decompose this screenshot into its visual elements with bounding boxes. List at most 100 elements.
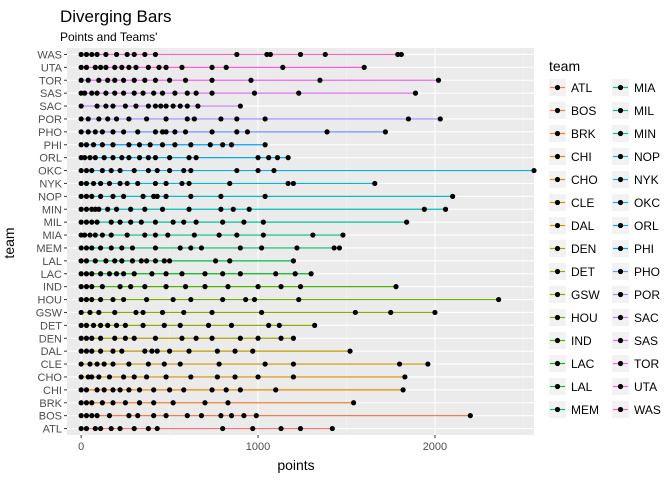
data-point bbox=[94, 219, 100, 225]
data-point bbox=[209, 90, 215, 96]
data-point bbox=[186, 206, 192, 212]
data-point bbox=[388, 309, 394, 316]
data-point bbox=[234, 167, 240, 174]
legend-label: DET bbox=[571, 265, 596, 279]
legend-item-nyk: NYK bbox=[612, 171, 659, 188]
data-point bbox=[336, 245, 343, 251]
data-point bbox=[151, 90, 157, 96]
y-tick-label: CHI bbox=[43, 385, 62, 397]
data-point bbox=[361, 64, 367, 70]
data-point bbox=[193, 219, 199, 225]
data-point bbox=[83, 348, 90, 354]
data-point bbox=[98, 245, 104, 251]
legend-label: PHO bbox=[634, 265, 660, 279]
data-point bbox=[181, 219, 187, 225]
data-point bbox=[186, 348, 192, 354]
data-point bbox=[105, 206, 111, 212]
legend-item-lac: LAC bbox=[549, 355, 595, 372]
y-tick-label: DEN bbox=[39, 333, 62, 345]
legend-item-hou: HOU bbox=[549, 309, 598, 326]
data-point bbox=[78, 284, 84, 290]
x-axis-title: points bbox=[277, 457, 314, 473]
data-point bbox=[87, 155, 93, 161]
data-point bbox=[159, 142, 166, 148]
y-tick-label: LAL bbox=[42, 256, 62, 268]
data-point bbox=[166, 155, 173, 161]
data-point bbox=[227, 180, 233, 187]
data-point bbox=[193, 155, 199, 161]
data-point bbox=[89, 400, 95, 406]
data-point bbox=[98, 322, 104, 328]
legend-label: MIN bbox=[634, 127, 656, 141]
data-point bbox=[98, 271, 104, 277]
data-point bbox=[151, 413, 157, 419]
legend-key-point bbox=[617, 314, 624, 321]
data-point bbox=[273, 271, 279, 277]
data-point bbox=[89, 413, 95, 419]
data-point bbox=[352, 309, 358, 316]
data-point bbox=[117, 167, 123, 174]
data-point bbox=[94, 361, 100, 367]
data-point bbox=[78, 322, 84, 328]
data-point bbox=[166, 387, 173, 393]
data-point bbox=[142, 206, 148, 212]
data-point bbox=[142, 51, 148, 58]
data-point bbox=[117, 180, 123, 187]
data-point bbox=[165, 232, 171, 238]
data-point bbox=[83, 193, 90, 199]
y-tick-label: NYK bbox=[39, 178, 62, 190]
data-point bbox=[78, 425, 84, 432]
data-point bbox=[78, 180, 84, 187]
legend-key-point bbox=[554, 268, 561, 275]
legend-item-den: DEN bbox=[549, 240, 596, 257]
data-point bbox=[89, 348, 95, 354]
legend-item-gsw: GSW bbox=[549, 286, 600, 303]
data-point bbox=[136, 142, 143, 148]
legend-item-orl: ORL bbox=[612, 217, 659, 234]
data-point bbox=[131, 167, 137, 174]
data-point bbox=[191, 116, 197, 122]
data-point bbox=[262, 361, 268, 367]
data-point bbox=[108, 245, 114, 251]
data-point bbox=[437, 116, 443, 122]
data-point bbox=[119, 348, 125, 354]
data-point bbox=[99, 167, 105, 174]
data-point bbox=[161, 361, 167, 367]
data-point bbox=[202, 271, 208, 277]
data-point bbox=[121, 374, 127, 380]
data-point bbox=[126, 155, 132, 161]
data-point bbox=[172, 129, 178, 135]
legend: team ATL BOS BRK CHI CHO CLE DAL DEN DET GSW HOU IN… bbox=[549, 58, 661, 418]
legend-label: IND bbox=[571, 334, 592, 348]
data-point bbox=[412, 90, 419, 96]
data-point bbox=[147, 142, 153, 148]
y-tick-label: POR bbox=[38, 114, 62, 126]
data-point bbox=[145, 103, 151, 109]
data-point bbox=[258, 309, 265, 316]
y-tick-label: TOR bbox=[39, 75, 62, 87]
data-point bbox=[83, 284, 90, 290]
data-point bbox=[193, 90, 199, 96]
legend-label: OKC bbox=[634, 196, 660, 210]
legend-item-nop: NOP bbox=[612, 148, 660, 165]
data-point bbox=[110, 400, 116, 406]
data-point bbox=[98, 348, 104, 354]
data-point bbox=[227, 258, 233, 264]
data-point bbox=[119, 64, 125, 70]
data-point bbox=[188, 167, 194, 174]
legend-key-point bbox=[617, 337, 624, 344]
data-point bbox=[140, 309, 146, 316]
legend-key-point bbox=[617, 107, 624, 114]
data-point bbox=[105, 322, 111, 328]
data-point bbox=[110, 348, 116, 354]
data-point bbox=[163, 413, 169, 419]
data-point bbox=[152, 51, 159, 58]
legend-label: LAL bbox=[571, 380, 593, 394]
data-point bbox=[138, 258, 144, 264]
y-tick-label: HOU bbox=[38, 295, 63, 307]
data-point bbox=[119, 258, 125, 264]
data-point bbox=[117, 284, 123, 290]
data-point bbox=[297, 284, 304, 290]
y-tick-label: GSW bbox=[36, 307, 63, 319]
y-tick-label: PHO bbox=[38, 127, 62, 139]
